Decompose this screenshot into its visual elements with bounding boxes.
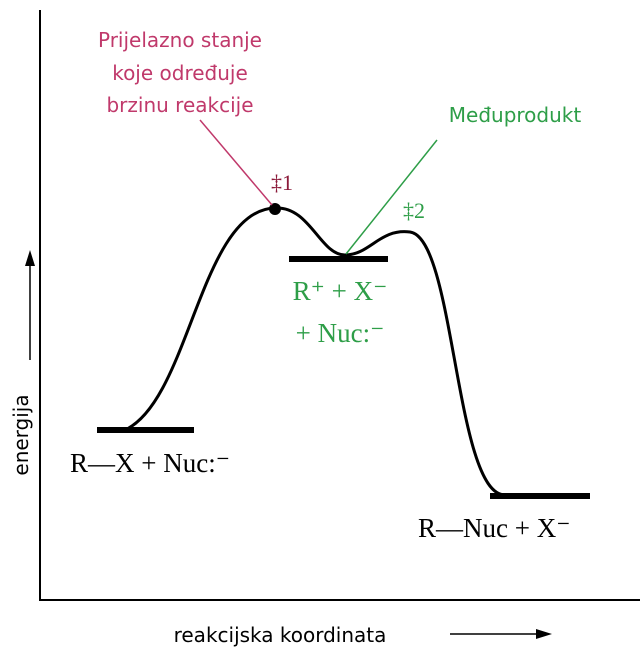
intermediate-pointer bbox=[345, 139, 438, 255]
ts-pointer bbox=[199, 119, 273, 206]
annotation: Prijelazno stanje bbox=[98, 28, 262, 52]
species-label: R⁺ + X⁻ bbox=[293, 276, 388, 306]
energy-curve bbox=[124, 206, 506, 497]
x-axis-label: reakcijska koordinata bbox=[174, 623, 387, 647]
ts-label: ‡2 bbox=[403, 198, 425, 223]
x-arrowhead bbox=[536, 629, 552, 639]
species-label: R—X + Nuc:⁻ bbox=[70, 448, 230, 478]
annotation: Međuprodukt bbox=[449, 103, 582, 127]
annotation: koje određuje bbox=[112, 61, 248, 85]
species-label: + Nuc:⁻ bbox=[296, 318, 385, 348]
y-axis-label: energija bbox=[9, 394, 33, 475]
ts-dot bbox=[269, 203, 281, 215]
ts-label: ‡1 bbox=[271, 170, 293, 195]
species-label: R—Nuc + X⁻ bbox=[418, 513, 570, 543]
annotation: brzinu reakcije bbox=[106, 93, 253, 117]
y-arrowhead bbox=[25, 250, 35, 266]
